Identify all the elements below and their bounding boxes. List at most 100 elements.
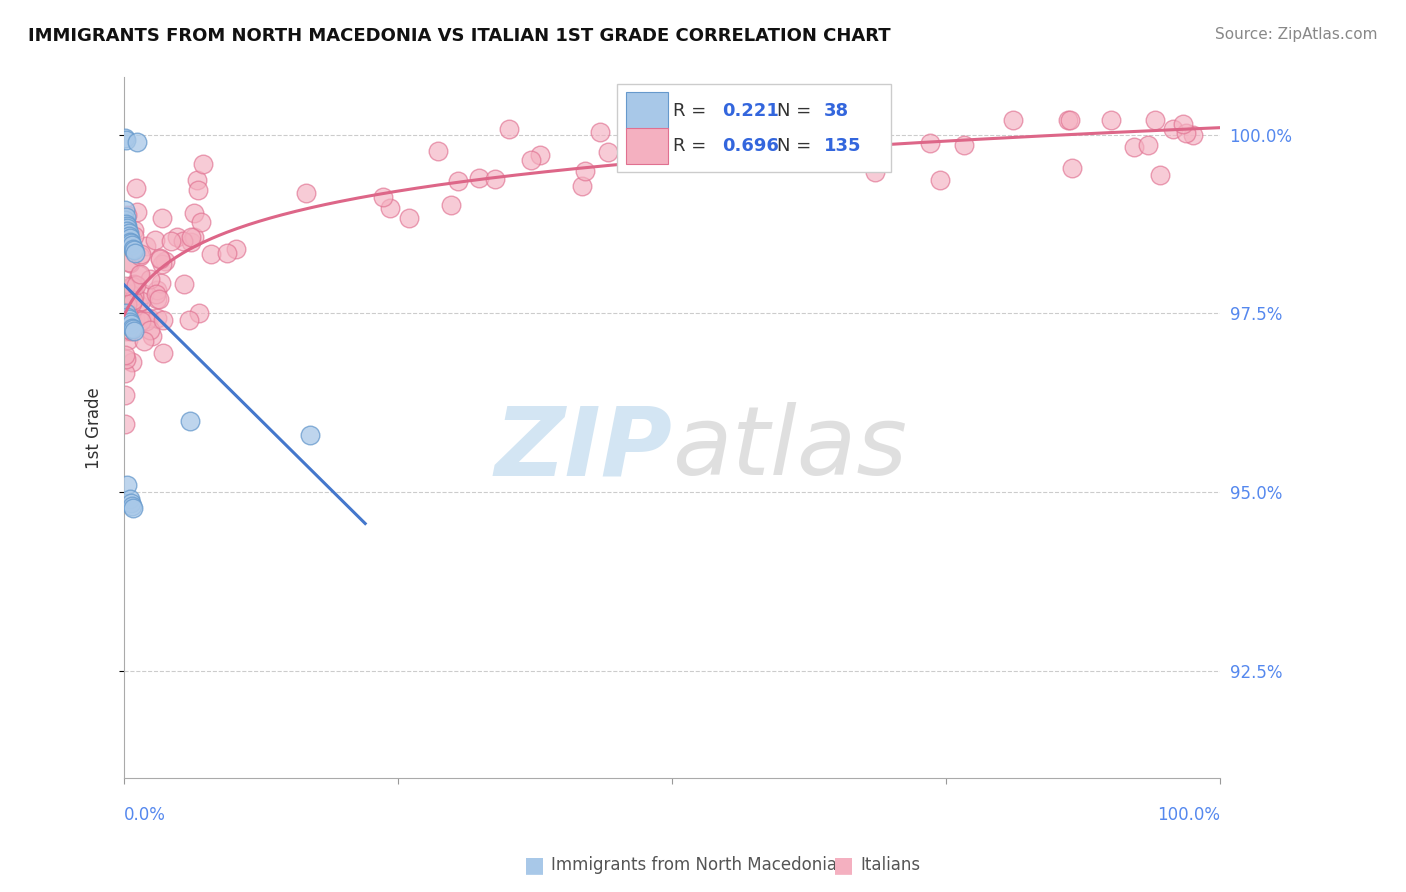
Point — [114, 387, 136, 401]
Point — [114, 366, 136, 380]
Point — [187, 305, 209, 319]
Point — [217, 246, 239, 260]
Point — [117, 334, 139, 348]
Point — [115, 210, 138, 224]
Point — [129, 267, 152, 281]
Point — [172, 235, 194, 249]
Point — [121, 355, 143, 369]
Point — [121, 238, 143, 252]
Point — [571, 178, 593, 193]
Point — [122, 242, 145, 256]
Point — [125, 204, 148, 219]
Point — [117, 312, 139, 326]
Point — [114, 417, 136, 432]
Point — [114, 293, 136, 307]
Point — [426, 145, 449, 159]
Point — [295, 186, 318, 200]
Point — [863, 165, 886, 179]
Point — [1059, 113, 1081, 128]
Text: ZIP: ZIP — [494, 402, 672, 495]
Point — [117, 297, 139, 311]
Point — [574, 164, 596, 178]
Point — [855, 126, 877, 140]
Point — [124, 311, 146, 326]
Point — [118, 492, 141, 507]
Point — [1057, 113, 1080, 128]
Point — [129, 314, 152, 328]
Point — [697, 152, 720, 166]
Point — [114, 213, 136, 227]
Point — [118, 315, 141, 329]
Point — [851, 146, 873, 161]
Text: R =: R = — [673, 102, 711, 120]
Text: ■: ■ — [524, 855, 544, 875]
FancyBboxPatch shape — [626, 128, 668, 164]
Point — [115, 312, 138, 326]
Point — [114, 279, 136, 293]
Point — [191, 157, 214, 171]
Point — [152, 345, 174, 359]
Point — [225, 243, 247, 257]
Point — [114, 286, 136, 301]
Point — [1173, 117, 1195, 131]
Point — [114, 281, 136, 295]
Point — [118, 255, 141, 269]
Point — [124, 245, 146, 260]
Point — [120, 287, 142, 301]
Text: R =: R = — [673, 137, 711, 155]
Point — [173, 277, 195, 292]
Point — [1181, 128, 1204, 143]
Point — [117, 220, 139, 235]
Point — [118, 281, 141, 295]
Point — [498, 122, 520, 136]
Point — [135, 314, 157, 328]
Point — [114, 202, 136, 217]
Point — [153, 254, 176, 268]
Point — [929, 173, 952, 187]
Point — [190, 215, 212, 229]
Point — [152, 211, 174, 226]
Point — [166, 230, 188, 244]
Point — [114, 348, 136, 362]
Point — [440, 198, 463, 212]
Text: 135: 135 — [824, 137, 862, 155]
Point — [125, 181, 148, 195]
Point — [633, 127, 655, 141]
Point — [115, 133, 138, 147]
Point — [773, 120, 796, 135]
Point — [117, 219, 139, 234]
Point — [115, 208, 138, 222]
Point — [200, 247, 222, 261]
Point — [837, 145, 859, 160]
Point — [115, 352, 138, 367]
Text: 0.221: 0.221 — [723, 102, 779, 120]
Point — [371, 190, 394, 204]
Point — [150, 276, 173, 290]
Point — [141, 329, 163, 343]
Point — [149, 252, 172, 267]
Text: Immigrants from North Macedonia: Immigrants from North Macedonia — [551, 856, 837, 874]
Point — [122, 324, 145, 338]
Point — [121, 500, 143, 514]
Point — [1001, 113, 1024, 128]
Point — [447, 174, 470, 188]
Text: N =: N = — [778, 137, 817, 155]
Point — [145, 287, 167, 301]
Point — [117, 294, 139, 309]
Point — [117, 478, 139, 492]
Text: IMMIGRANTS FROM NORTH MACEDONIA VS ITALIAN 1ST GRADE CORRELATION CHART: IMMIGRANTS FROM NORTH MACEDONIA VS ITALI… — [28, 27, 891, 45]
Point — [596, 145, 619, 159]
Point — [118, 231, 141, 245]
Point — [149, 251, 172, 265]
Point — [122, 229, 145, 244]
Point — [145, 283, 167, 297]
Point — [145, 310, 167, 325]
Point — [183, 206, 205, 220]
Point — [124, 277, 146, 292]
Point — [520, 153, 543, 168]
Point — [160, 234, 183, 248]
Point — [115, 324, 138, 338]
Point — [707, 134, 730, 148]
Point — [117, 322, 139, 336]
Point — [187, 183, 209, 197]
